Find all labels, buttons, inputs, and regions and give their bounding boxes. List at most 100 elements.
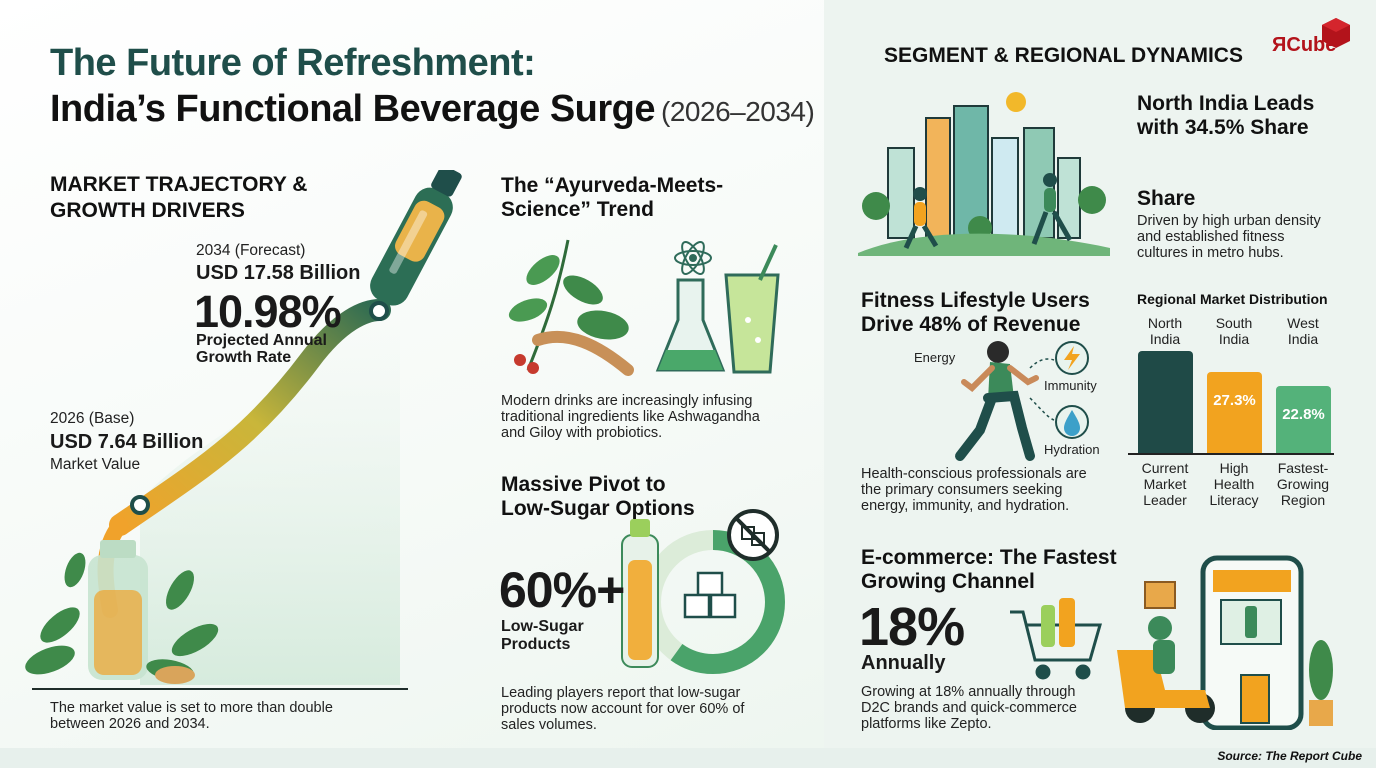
base-label: 2026 (Base) <box>50 410 135 427</box>
leaves-decoration <box>25 552 219 681</box>
ground <box>858 233 1110 256</box>
ecommerce-heading-line2: Growing Channel <box>861 570 1035 593</box>
low-sugar-heading-line1: Massive Pivot to <box>501 473 666 496</box>
ayurveda-body-line3: and Giloy with probiotics. <box>501 425 663 441</box>
share-body-line3: cultures in metro hubs. <box>1137 245 1284 261</box>
region-label-south-line1: South <box>1215 315 1253 331</box>
forecast-marker <box>369 301 389 321</box>
region-caption-west-line1: Fastest- <box>1277 460 1329 476</box>
region-label-west: West India <box>1272 315 1334 347</box>
region-caption-north-line2: Market <box>1143 476 1187 492</box>
low-sugar-body-line1: Leading players report that low-sugar <box>501 685 741 701</box>
low-sugar-illustration <box>621 509 785 674</box>
ecommerce-body: Growing at 18% annually through D2C bran… <box>861 684 1077 732</box>
fitness-body-line1: Health-conscious professionals are <box>861 466 1087 482</box>
ecommerce-body-line3: platforms like Zepto. <box>861 716 992 732</box>
footer-strip <box>0 748 1376 768</box>
low-sugar-body-line2: products now account for over 60% of <box>501 701 745 717</box>
region-caption-south: High Health Literacy <box>1199 460 1269 508</box>
bar-west-value: 22.8% <box>1282 406 1325 423</box>
share-subheading: Share <box>1137 187 1196 210</box>
energy-bolt-icon <box>1055 341 1089 375</box>
region-label-west-line1: West <box>1287 315 1319 331</box>
city-skyline <box>887 105 1081 239</box>
region-caption-south-line1: High <box>1219 460 1249 476</box>
market-heading: MARKET TRAJECTORY & GROWTH DRIVERS <box>50 172 307 224</box>
atom-icon <box>674 241 712 275</box>
base-value: USD 7.64 Billion <box>50 431 204 453</box>
ayurveda-science-illustration <box>508 239 780 376</box>
title-line-1: The Future of Refreshment: <box>50 42 536 84</box>
north-heading: North India Leads with 34.5% Share <box>1137 92 1314 140</box>
ecommerce-body-line2: D2C brands and quick-commerce <box>861 700 1077 716</box>
cagr-label-line1: Projected Annual <box>196 332 327 349</box>
bar-north-india <box>1138 351 1193 453</box>
region-caption-west-line2: Growing <box>1276 476 1330 492</box>
fitness-body-line3: energy, immunity, and hydration. <box>861 498 1070 514</box>
runner-left-icon <box>903 187 939 250</box>
sugar-cubes-icon <box>683 571 737 619</box>
fitness-body: Health-conscious professionals are the p… <box>861 466 1087 514</box>
no-sugar-icon <box>727 509 779 561</box>
low-sugar-donut-fill <box>641 530 785 674</box>
sun-icon <box>1006 92 1026 112</box>
low-sugar-stat-label-line1: Low-Sugar <box>501 618 584 635</box>
forecast-value: USD 17.58 Billion <box>196 262 361 284</box>
regional-heading: Regional Market Distribution <box>1137 291 1328 307</box>
base-caption: Market Value <box>50 456 141 473</box>
low-sugar-heading: Massive Pivot to Low-Sugar Options <box>501 473 695 521</box>
region-caption-north: Current Market Leader <box>1130 460 1200 508</box>
juice-bottle-icon <box>621 519 659 668</box>
runner-woman-icon <box>955 341 1039 461</box>
low-sugar-stat-label-line2: Products <box>501 636 571 653</box>
fitness-heading-line2: Drive 48% of Revenue <box>861 313 1081 336</box>
pour-stream <box>109 299 391 536</box>
ecommerce-stat-label: Annually <box>861 652 946 674</box>
delivery-box-icon <box>1144 581 1176 609</box>
cagr-label: Projected Annual Growth Rate <box>196 332 327 366</box>
region-caption-south-line2: Health <box>1213 476 1255 492</box>
ayurveda-heading: The “Ayurveda-Meets- Science” Trend <box>501 174 723 222</box>
market-footnote-line1: The market value is set to more than dou… <box>50 700 333 716</box>
tag-immunity: Immunity <box>1044 378 1097 393</box>
north-heading-line2: with 34.5% Share <box>1137 116 1309 139</box>
bottle-pour-illustration <box>25 170 462 690</box>
city-runners-illustration <box>858 92 1110 256</box>
tag-energy: Energy <box>914 350 956 365</box>
fitness-runner-illustration <box>955 341 1089 461</box>
title-years: (2026–2034) <box>661 96 815 127</box>
region-caption-north-line1: Current <box>1141 460 1189 476</box>
ecommerce-stat: 18% <box>859 597 965 657</box>
low-sugar-body: Leading players report that low-sugar pr… <box>501 685 744 733</box>
source-credit: Source: The Report Cube <box>1217 749 1362 763</box>
north-heading-line1: North India Leads <box>1137 92 1315 115</box>
forecast-label: 2034 (Forecast) <box>196 242 306 259</box>
market-heading-line1: MARKET TRAJECTORY & <box>50 173 308 196</box>
bar-south-india: 27.3% <box>1207 372 1262 453</box>
region-label-north-line1: North <box>1147 315 1183 331</box>
segment-heading: SEGMENT & REGIONAL DYNAMICS <box>884 44 1243 67</box>
region-label-south: South India <box>1203 315 1265 347</box>
share-body: Driven by high urban density and establi… <box>1137 213 1321 261</box>
ecommerce-body-line1: Growing at 18% annually through <box>861 684 1076 700</box>
flask-icon <box>655 278 726 372</box>
share-body-line1: Driven by high urban density <box>1137 213 1321 229</box>
drink-glass-icon <box>724 244 780 374</box>
title-line-2: India’s Functional Beverage Surge (2026–2… <box>50 88 815 131</box>
ecommerce-illustration <box>1010 555 1333 730</box>
scooter-delivery-icon <box>1117 616 1215 723</box>
regional-baseline <box>1128 453 1334 455</box>
cube-logo-icon <box>1322 18 1350 48</box>
cagr-label-line2: Growth Rate <box>196 349 292 366</box>
ayurveda-body: Modern drinks are increasingly infusing … <box>501 393 760 441</box>
market-heading-line2: GROWTH DRIVERS <box>50 199 245 222</box>
potted-plant-icon <box>1309 640 1333 726</box>
brand-logo: ЯCube <box>1270 16 1354 60</box>
fitness-body-line2: the primary consumers seeking <box>861 482 1063 498</box>
hydration-drop-icon <box>1055 405 1089 439</box>
shopping-cart-icon <box>1010 598 1102 680</box>
region-label-north-line2: India <box>1149 331 1181 347</box>
region-caption-west-line3: Region <box>1280 492 1326 508</box>
fitness-heading: Fitness Lifestyle Users Drive 48% of Rev… <box>861 289 1090 337</box>
growth-area-shading <box>140 310 400 685</box>
